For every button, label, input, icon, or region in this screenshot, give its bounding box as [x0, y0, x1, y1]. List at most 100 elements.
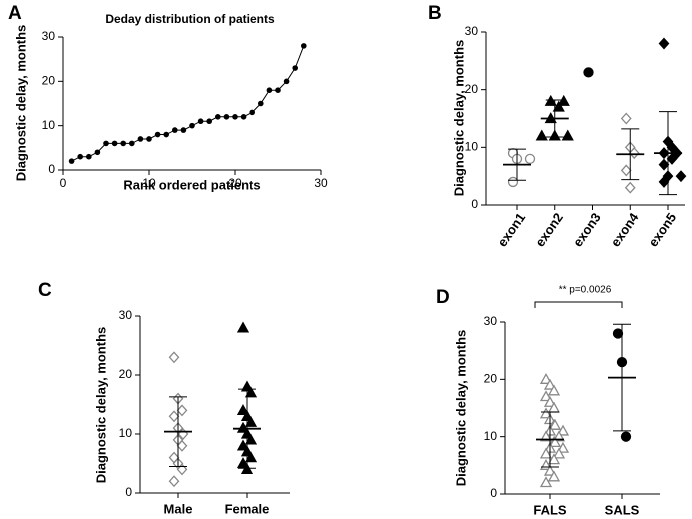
- panel-label: C: [38, 280, 52, 301]
- data-point: [283, 78, 290, 85]
- data-point: [539, 407, 553, 419]
- data-point: [539, 390, 553, 402]
- data-point: [624, 181, 636, 194]
- data-point: [561, 129, 574, 141]
- y-tick-label: 20: [119, 367, 133, 381]
- data-point: [244, 415, 258, 427]
- data-point: [236, 321, 250, 333]
- x-tick-label: exon3: [570, 210, 604, 249]
- data-line: [71, 45, 305, 162]
- data-point: [197, 118, 204, 125]
- data-point: [168, 410, 180, 423]
- data-point: [275, 87, 281, 93]
- data-point: [103, 140, 109, 147]
- data-point: [244, 451, 258, 463]
- x-tick-label: FALS: [533, 502, 567, 517]
- data-point: [236, 457, 250, 469]
- x-tick-label: exon5: [645, 210, 679, 249]
- y-tick-label: 30: [42, 29, 56, 43]
- data-point: [658, 158, 670, 171]
- data-point: [168, 351, 180, 364]
- data-point: [240, 463, 254, 475]
- data-point: [675, 170, 687, 183]
- data-point: [68, 158, 75, 164]
- data-point: [94, 149, 101, 156]
- data-point: [292, 65, 299, 71]
- data-point: [583, 67, 594, 78]
- x-axis-label: Rank ordered patients: [123, 177, 260, 192]
- x-tick-label: SALS: [605, 502, 640, 517]
- data-point: [620, 112, 632, 125]
- data-point: [547, 453, 561, 465]
- y-tick-label: 30: [484, 314, 498, 328]
- significance-bracket: [534, 301, 623, 308]
- x-tick-label: exon1: [494, 210, 528, 249]
- y-tick-label: 0: [125, 485, 132, 499]
- y-tick-label: 10: [484, 429, 498, 443]
- data-point: [266, 87, 273, 93]
- data-point: [658, 37, 670, 50]
- data-point: [557, 94, 570, 106]
- y-axis-label: Diagnostic delay, months: [451, 40, 466, 197]
- data-point: [206, 118, 212, 125]
- data-point: [176, 439, 188, 452]
- x-tick-label: exon2: [532, 210, 566, 249]
- data-point: [258, 100, 264, 107]
- data-point: [137, 136, 144, 142]
- data-point: [236, 421, 250, 433]
- data-point: [543, 464, 557, 476]
- data-point: [620, 164, 632, 177]
- x-tick-label: 30: [314, 176, 328, 190]
- x-tick-label: Female: [225, 501, 270, 516]
- y-axis-label: Diagnostic delay, months: [93, 327, 108, 484]
- data-point: [612, 328, 624, 339]
- data-point: [552, 430, 566, 442]
- data-point: [620, 431, 632, 442]
- y-tick-label: 0: [48, 162, 55, 176]
- data-point: [556, 441, 570, 453]
- x-tick-label: 10: [142, 176, 156, 190]
- x-tick-label: Male: [164, 501, 193, 516]
- y-tick-label: 30: [465, 24, 479, 38]
- data-point: [548, 436, 562, 448]
- panel-label: B: [428, 3, 442, 24]
- data-point: [146, 136, 152, 142]
- data-point: [539, 476, 553, 488]
- data-point: [249, 109, 255, 116]
- data-point: [666, 152, 678, 165]
- data-point: [232, 114, 238, 120]
- data-point: [524, 153, 536, 165]
- y-tick-label: 0: [471, 197, 478, 211]
- y-tick-label: 10: [42, 118, 56, 132]
- data-point: [552, 100, 565, 112]
- data-point: [172, 127, 178, 133]
- y-tick-label: 20: [42, 74, 56, 88]
- data-point: [168, 475, 180, 488]
- data-point: [77, 153, 83, 160]
- data-point: [163, 131, 169, 138]
- panel-label: A: [8, 3, 22, 24]
- y-tick-label: 20: [465, 82, 479, 96]
- chart-title: Deday distribution of patients: [105, 12, 275, 26]
- panel-label: D: [436, 287, 450, 308]
- data-point: [535, 129, 548, 141]
- data-point: [507, 176, 519, 188]
- data-point: [120, 140, 126, 147]
- data-point: [129, 140, 135, 147]
- y-axis-label: Diagnostic delay, months: [13, 25, 28, 182]
- data-point: [543, 395, 557, 407]
- y-axis-label: Diagnostic delay, months: [453, 330, 468, 487]
- data-point: [539, 430, 553, 442]
- x-tick-label: 20: [228, 176, 242, 190]
- y-tick-label: 10: [119, 426, 133, 440]
- y-tick-label: 0: [490, 486, 497, 500]
- data-point: [189, 122, 195, 129]
- data-point: [548, 418, 562, 430]
- data-point: [111, 140, 118, 147]
- data-point: [180, 127, 187, 133]
- data-point: [215, 114, 221, 120]
- data-point: [628, 147, 640, 160]
- data-point: [547, 470, 561, 482]
- data-point: [539, 372, 553, 384]
